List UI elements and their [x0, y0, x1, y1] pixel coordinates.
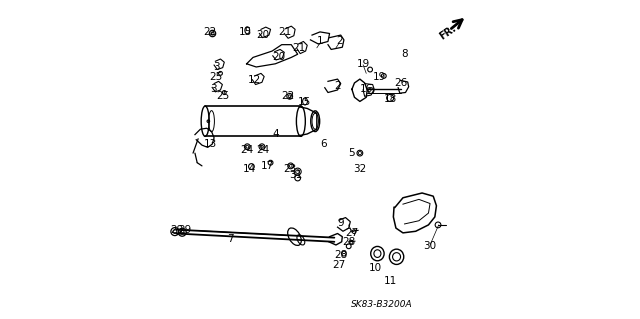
Text: 14: 14: [243, 164, 257, 174]
Text: 15: 15: [298, 97, 310, 107]
Text: 29: 29: [178, 225, 191, 235]
Text: 21: 21: [292, 43, 306, 53]
Text: 30: 30: [424, 241, 436, 251]
Text: 6: 6: [320, 138, 326, 149]
Text: 32: 32: [353, 164, 367, 174]
Text: 10: 10: [369, 263, 382, 273]
Text: 27: 27: [345, 228, 358, 238]
Text: 16: 16: [360, 84, 373, 94]
Text: 18: 18: [383, 94, 397, 104]
Text: 17: 17: [260, 161, 274, 171]
Text: 9: 9: [337, 218, 344, 228]
Text: 29: 29: [170, 225, 184, 235]
Text: 8: 8: [401, 49, 408, 59]
Text: 31: 31: [289, 170, 303, 181]
Text: 22: 22: [282, 91, 295, 101]
Text: 3: 3: [210, 84, 216, 94]
Text: 28: 28: [342, 237, 355, 248]
Text: FR.: FR.: [437, 23, 458, 41]
Text: 11: 11: [383, 276, 397, 286]
Text: 20: 20: [272, 52, 285, 63]
Text: 2: 2: [336, 36, 342, 47]
Text: 7: 7: [227, 234, 234, 244]
Text: 21: 21: [278, 27, 292, 37]
Text: 5: 5: [349, 148, 355, 158]
Text: 22: 22: [204, 27, 216, 37]
Text: SK83-B3200A: SK83-B3200A: [351, 300, 413, 309]
Text: 25: 25: [216, 91, 229, 101]
Text: 13: 13: [204, 138, 216, 149]
Text: 24: 24: [256, 145, 269, 155]
Text: 15: 15: [239, 27, 252, 37]
Text: 26: 26: [395, 78, 408, 88]
Text: 28: 28: [334, 250, 348, 260]
Text: 3: 3: [213, 62, 220, 72]
Text: 27: 27: [333, 260, 346, 270]
Text: 4: 4: [272, 129, 278, 139]
Text: 1: 1: [317, 36, 323, 47]
Text: 12: 12: [248, 75, 261, 85]
Text: 20: 20: [256, 30, 269, 40]
Text: 24: 24: [240, 145, 253, 155]
Text: 2: 2: [334, 81, 341, 91]
Text: 19: 19: [372, 71, 386, 82]
Text: 25: 25: [210, 71, 223, 82]
Text: 19: 19: [356, 59, 370, 69]
Text: 23: 23: [283, 164, 296, 174]
